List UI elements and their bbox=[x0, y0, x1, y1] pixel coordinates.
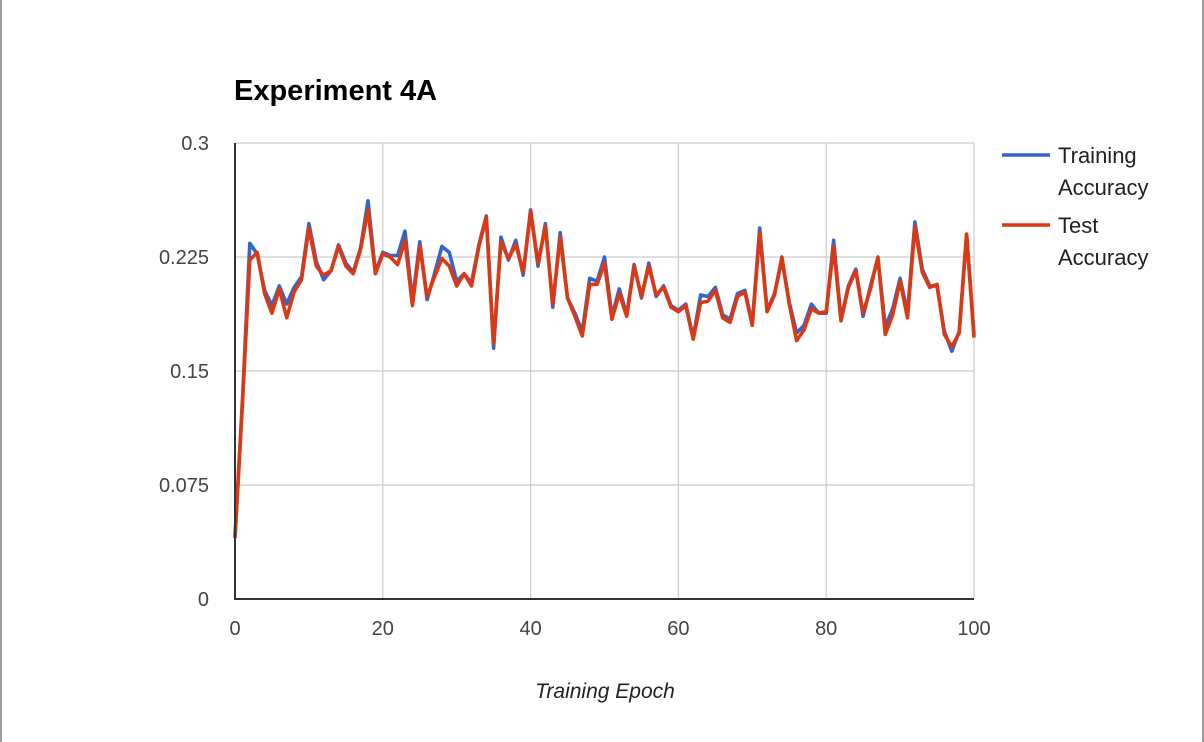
x-tick-label: 0 bbox=[229, 618, 240, 640]
x-tick-label: 80 bbox=[815, 618, 837, 640]
legend-item: Test Accuracy bbox=[1002, 213, 1148, 270]
axes bbox=[234, 143, 974, 600]
series-line-test bbox=[233, 208, 976, 539]
y-tick-label: 0.3 bbox=[181, 133, 209, 155]
x-tick-label: 100 bbox=[957, 618, 990, 640]
y-tick-label: 0.15 bbox=[170, 361, 209, 383]
x-tick-label: 60 bbox=[667, 618, 689, 640]
y-tick-label: 0 bbox=[198, 589, 209, 611]
legend-item: Training Accuracy bbox=[1002, 143, 1148, 200]
series-lines bbox=[233, 199, 976, 539]
gridlines bbox=[235, 142, 975, 599]
y-tick-label: 0.225 bbox=[159, 247, 209, 269]
x-tick-label: 40 bbox=[519, 618, 541, 640]
legend-label: Test Accuracy bbox=[1058, 213, 1148, 270]
y-tick-label: 0.075 bbox=[159, 475, 209, 497]
series-line-training bbox=[233, 199, 976, 537]
legend-label: Training Accuracy bbox=[1058, 143, 1148, 200]
x-axis-title: Training Epoch bbox=[535, 680, 675, 703]
legend: Training Accuracy Test Accuracy bbox=[1002, 143, 1148, 270]
chart-title: Experiment 4A bbox=[234, 75, 437, 107]
x-axis-ticks: 0 20 40 60 80 100 bbox=[229, 618, 990, 640]
x-tick-label: 20 bbox=[372, 618, 394, 640]
y-axis-ticks: 0 0.075 0.15 0.225 0.3 bbox=[159, 133, 209, 611]
